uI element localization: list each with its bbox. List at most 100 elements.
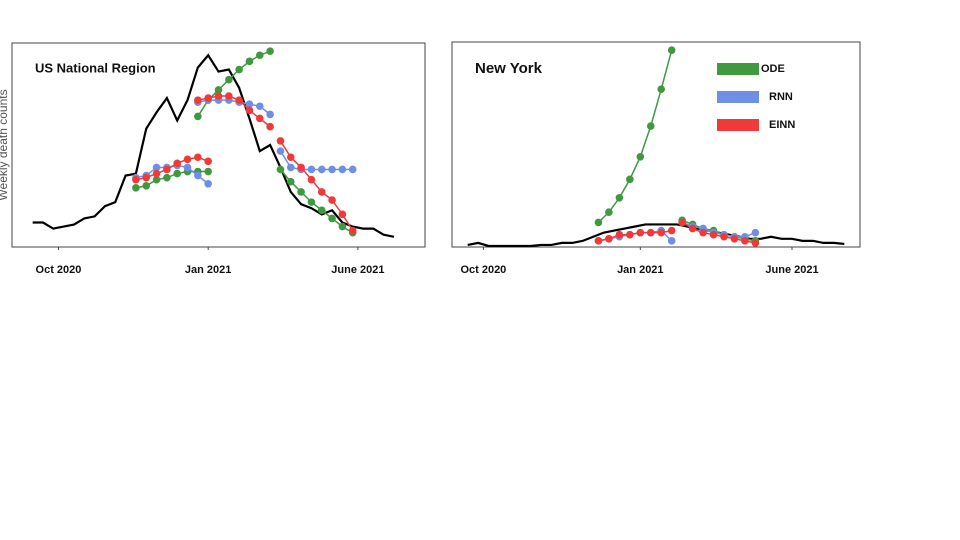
x-tick-label: Oct 2020 <box>460 264 506 276</box>
point <box>667 226 676 235</box>
point <box>142 173 151 182</box>
point <box>646 122 655 130</box>
point <box>255 102 264 111</box>
plot-frame <box>11 42 426 248</box>
legend-swatch <box>717 91 759 103</box>
point <box>266 47 274 55</box>
point <box>286 177 295 186</box>
point <box>163 173 171 182</box>
point <box>235 65 243 74</box>
point <box>615 230 624 239</box>
point <box>142 182 151 190</box>
point <box>132 175 140 184</box>
x-tick-label: June 2021 <box>331 264 384 276</box>
plot-frame <box>451 41 861 248</box>
chart-title: New York <box>475 60 543 77</box>
point <box>678 218 686 227</box>
point <box>605 235 613 243</box>
point <box>286 153 295 162</box>
point <box>194 153 202 162</box>
panel: New York Oct 2020 Jan 2021 June 2021 ODE RNN E… <box>451 41 861 276</box>
point <box>657 85 666 93</box>
point <box>204 94 212 102</box>
point <box>204 179 212 188</box>
series-line <box>467 223 845 248</box>
point <box>204 167 212 176</box>
point <box>328 214 336 223</box>
point <box>194 96 202 104</box>
point <box>266 110 274 119</box>
point <box>194 171 202 180</box>
point <box>152 169 161 178</box>
point <box>214 86 223 94</box>
legend-label: EINN <box>769 119 795 131</box>
point <box>225 75 233 84</box>
point <box>594 218 603 227</box>
point <box>255 114 264 123</box>
point <box>751 239 760 247</box>
legend-label: RNN <box>769 91 793 103</box>
point <box>338 210 347 219</box>
point <box>317 206 326 215</box>
point <box>709 230 718 239</box>
point <box>173 159 181 168</box>
point <box>338 222 347 231</box>
series-line <box>32 53 395 238</box>
point <box>297 188 305 196</box>
x-tick-label: June 2021 <box>765 264 818 276</box>
point <box>657 228 666 237</box>
point <box>255 51 264 60</box>
point <box>328 196 336 204</box>
point <box>297 163 305 172</box>
point <box>204 157 212 166</box>
point <box>615 194 624 202</box>
point <box>276 165 285 174</box>
point <box>214 92 223 100</box>
point <box>152 175 161 184</box>
point <box>338 165 347 174</box>
point <box>720 232 728 241</box>
point <box>194 112 202 121</box>
point <box>348 165 357 174</box>
point <box>348 226 357 235</box>
point <box>266 122 274 131</box>
legend-label: ODE <box>761 63 785 75</box>
point <box>626 175 634 184</box>
chart-title: US National Region <box>35 60 156 75</box>
point <box>317 188 326 196</box>
point <box>667 46 676 54</box>
legend-swatch <box>717 63 759 75</box>
point <box>594 237 603 245</box>
point <box>317 165 326 174</box>
point <box>307 175 316 184</box>
point <box>225 92 233 100</box>
point <box>730 235 739 243</box>
point <box>636 153 645 161</box>
x-tick-label: Oct 2020 <box>36 264 82 276</box>
point <box>699 228 707 237</box>
point <box>605 208 613 216</box>
x-tick-label: Jan 2021 <box>185 264 231 276</box>
point <box>636 228 645 237</box>
point <box>245 106 254 115</box>
point <box>286 163 295 172</box>
point <box>646 228 655 237</box>
point <box>307 165 316 174</box>
point <box>163 165 171 174</box>
legend-swatch <box>717 119 759 131</box>
point <box>152 163 161 172</box>
point <box>183 155 192 164</box>
point <box>245 57 254 66</box>
point <box>276 137 285 145</box>
panel: US National Region Weekly death counts Oct… <box>0 42 426 276</box>
point <box>328 165 336 174</box>
point <box>183 163 192 172</box>
point <box>276 147 285 155</box>
point <box>667 237 676 245</box>
point <box>688 224 697 233</box>
point <box>626 230 634 239</box>
point <box>245 100 254 108</box>
point <box>132 184 140 192</box>
